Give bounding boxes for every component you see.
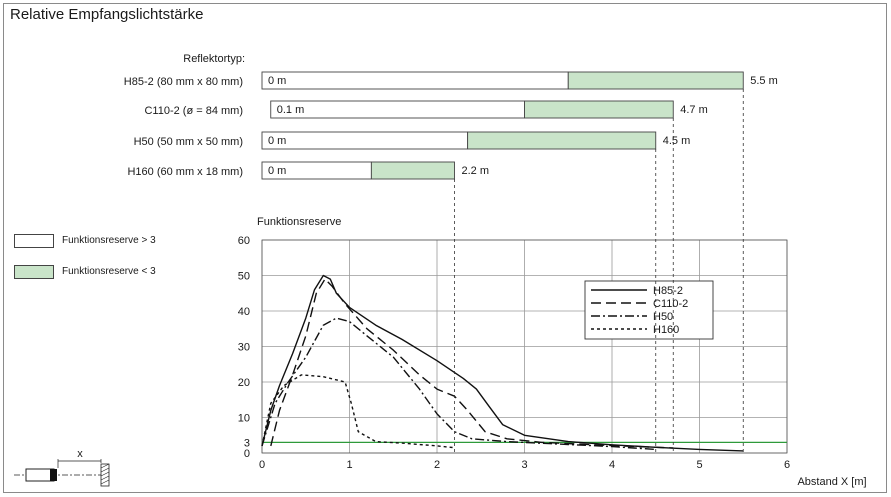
x-tick-label: 0 — [259, 459, 265, 471]
range-min-label: 0.1 m — [277, 104, 305, 116]
range-bar-white — [270, 100, 525, 119]
range-bar-white — [261, 71, 569, 90]
range-max-label: 4.5 m — [663, 135, 691, 147]
range-max-label: 2.2 m — [462, 165, 490, 177]
x-tick-label: 4 — [609, 459, 615, 471]
reflector-hatch — [100, 467, 110, 473]
series-line-h160 — [261, 374, 455, 449]
range-max-label: 4.7 m — [680, 104, 708, 116]
distance-x-label: x — [77, 448, 83, 460]
legend-white-swatch — [14, 234, 54, 248]
range-bar-white — [261, 131, 469, 150]
series-line-h50 — [261, 317, 656, 451]
x-tick-label: 5 — [696, 459, 702, 471]
range-bar-green — [370, 161, 455, 180]
range-min-label: 0 m — [268, 75, 286, 87]
y-tick-label: 10 — [238, 413, 250, 425]
series-legend-label: C110-2 — [653, 298, 688, 310]
range-min-label: 0 m — [268, 165, 286, 177]
series-line-h85-2 — [261, 274, 744, 452]
y-tick-label: 40 — [238, 306, 250, 318]
reflector-label: H85-2 (80 mm x 80 mm) — [124, 76, 243, 88]
series-legend-label: H160 — [653, 324, 679, 336]
reflector-label: H160 (60 mm x 18 mm) — [127, 166, 243, 178]
range-bar-green — [467, 131, 657, 150]
reflector-hatch — [100, 463, 110, 469]
y-tick-label: 30 — [238, 342, 250, 354]
x-tick-label: 3 — [521, 459, 527, 471]
x-axis-label: Abstand X [m] — [797, 476, 866, 488]
reflector-heading: Reflektortyp: — [183, 53, 245, 65]
reflector-hatch — [100, 475, 110, 481]
sensor-body — [25, 468, 55, 482]
legend-white-label: Funktionsreserve > 3 — [62, 235, 156, 246]
legend-green-swatch — [14, 265, 54, 279]
range-max-label: 5.5 m — [750, 75, 778, 87]
reflector-label: H50 (50 mm x 50 mm) — [134, 136, 243, 148]
y-tick-label: 60 — [238, 235, 250, 247]
x-tick-label: 2 — [434, 459, 440, 471]
y-axis-label: Funktionsreserve — [257, 216, 341, 228]
y-tick-label: 0 — [244, 448, 250, 460]
reflector-block — [100, 463, 110, 487]
legend-green-label: Funktionsreserve < 3 — [62, 266, 156, 277]
figure-title: Relative Empfangslichtstärke — [10, 6, 204, 23]
reflector-hatch — [100, 479, 110, 485]
x-tick-label: 6 — [784, 459, 790, 471]
range-bar-green — [524, 100, 674, 119]
x-tick-label: 1 — [346, 459, 352, 471]
y-tick-label: 20 — [238, 377, 250, 389]
range-bar-green — [567, 71, 744, 90]
y-tick-label: 50 — [238, 271, 250, 283]
y-tick-label: 3 — [244, 437, 250, 449]
sensor-lens — [50, 469, 57, 481]
reflector-label: C110-2 (ø = 84 mm) — [144, 105, 243, 117]
series-legend-label: H85-2 — [653, 285, 683, 297]
sensor-schematic: x — [14, 448, 110, 487]
plot-frame — [261, 239, 788, 454]
series-line-c110-2 — [270, 278, 674, 449]
range-min-label: 0 m — [268, 135, 286, 147]
reflector-hatch — [100, 471, 110, 477]
series-legend-label: H50 — [653, 311, 673, 323]
